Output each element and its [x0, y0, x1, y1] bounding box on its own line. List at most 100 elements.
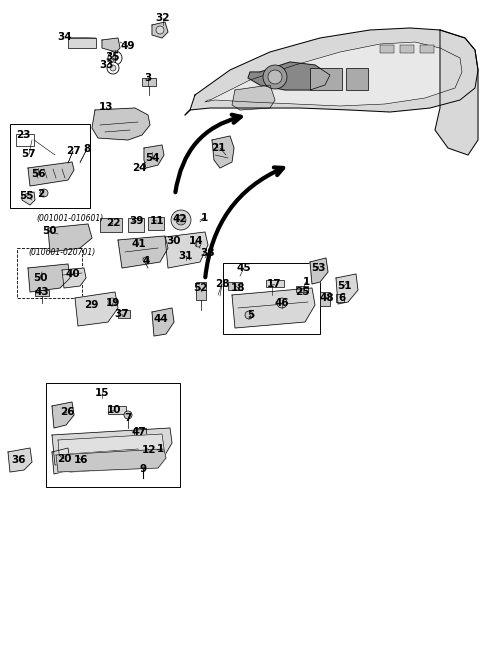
Text: 2: 2: [37, 189, 45, 199]
Polygon shape: [48, 224, 92, 252]
Text: 9: 9: [139, 464, 146, 474]
Text: 45: 45: [237, 263, 252, 273]
Polygon shape: [28, 264, 70, 292]
Circle shape: [176, 215, 186, 225]
Polygon shape: [185, 28, 478, 115]
Polygon shape: [435, 30, 478, 155]
Text: 3: 3: [144, 73, 152, 83]
Text: 6: 6: [338, 293, 346, 303]
Text: 23: 23: [16, 130, 30, 140]
Circle shape: [245, 311, 253, 319]
Polygon shape: [52, 448, 70, 474]
Circle shape: [40, 189, 48, 197]
Text: 40: 40: [66, 269, 80, 279]
Polygon shape: [56, 449, 166, 472]
Text: 18: 18: [231, 283, 245, 293]
Text: 1: 1: [156, 444, 164, 454]
Text: 1: 1: [302, 277, 310, 287]
Bar: [142, 78, 156, 86]
Bar: [420, 45, 434, 53]
Text: 30: 30: [167, 236, 181, 246]
Circle shape: [108, 51, 122, 65]
Text: 35: 35: [106, 52, 120, 62]
Text: 46: 46: [275, 298, 289, 308]
Text: 12: 12: [142, 445, 156, 455]
Text: 32: 32: [156, 13, 170, 23]
Circle shape: [143, 257, 149, 263]
Bar: [266, 280, 284, 287]
Polygon shape: [28, 162, 74, 186]
Text: 17: 17: [267, 279, 281, 289]
Text: 47: 47: [132, 427, 146, 437]
Text: 50: 50: [33, 273, 47, 283]
Text: 28: 28: [215, 279, 229, 289]
Text: 29: 29: [84, 300, 98, 310]
Bar: [118, 310, 130, 318]
Text: 22: 22: [106, 218, 120, 228]
Polygon shape: [52, 402, 74, 428]
Bar: [310, 68, 342, 90]
Text: 44: 44: [154, 314, 168, 324]
Text: 20: 20: [57, 454, 71, 464]
Text: 11: 11: [150, 216, 164, 226]
Text: 26: 26: [60, 407, 74, 417]
Text: 10: 10: [107, 405, 121, 415]
Text: 53: 53: [311, 263, 325, 273]
Bar: [223, 263, 320, 334]
Bar: [380, 45, 394, 53]
Text: 37: 37: [115, 309, 129, 319]
Circle shape: [277, 298, 287, 308]
Bar: [68, 38, 96, 48]
Polygon shape: [75, 292, 118, 326]
Polygon shape: [22, 192, 35, 205]
Circle shape: [171, 210, 191, 230]
Text: (001001-010601): (001001-010601): [36, 215, 104, 224]
Text: 57: 57: [22, 149, 36, 159]
Text: 36: 36: [12, 455, 26, 465]
Text: 31: 31: [179, 251, 193, 261]
Bar: [128, 218, 144, 232]
Text: 50: 50: [42, 226, 56, 236]
Circle shape: [108, 298, 116, 306]
Text: 15: 15: [95, 388, 109, 398]
Polygon shape: [52, 428, 172, 465]
Polygon shape: [232, 288, 315, 328]
Polygon shape: [165, 232, 208, 268]
Text: 42: 42: [173, 214, 187, 224]
Bar: [320, 292, 330, 306]
Circle shape: [107, 62, 119, 74]
Text: 51: 51: [337, 281, 351, 291]
Polygon shape: [248, 62, 330, 90]
Text: 43: 43: [35, 287, 49, 297]
Text: 14: 14: [189, 236, 204, 246]
Text: 8: 8: [84, 144, 91, 154]
Bar: [400, 45, 414, 53]
Polygon shape: [232, 85, 275, 110]
Text: 48: 48: [320, 293, 334, 303]
Bar: [17, 248, 82, 298]
Bar: [148, 217, 164, 230]
Text: 21: 21: [211, 143, 225, 153]
Bar: [196, 282, 206, 300]
Circle shape: [156, 26, 164, 34]
Bar: [336, 294, 344, 302]
Bar: [228, 282, 242, 290]
Text: 4: 4: [142, 256, 150, 266]
Bar: [35, 290, 49, 296]
Circle shape: [268, 70, 282, 84]
Text: 38: 38: [201, 248, 215, 258]
Bar: [134, 428, 146, 435]
Polygon shape: [8, 448, 32, 472]
Text: 56: 56: [31, 169, 45, 179]
Text: 34: 34: [58, 32, 72, 42]
Text: 52: 52: [193, 283, 207, 293]
Polygon shape: [118, 236, 168, 268]
Polygon shape: [212, 136, 234, 168]
Circle shape: [112, 55, 118, 61]
Polygon shape: [102, 38, 120, 52]
Polygon shape: [92, 108, 150, 140]
Bar: [346, 68, 368, 90]
Circle shape: [110, 65, 116, 71]
Text: 13: 13: [99, 102, 113, 112]
Polygon shape: [205, 42, 462, 106]
